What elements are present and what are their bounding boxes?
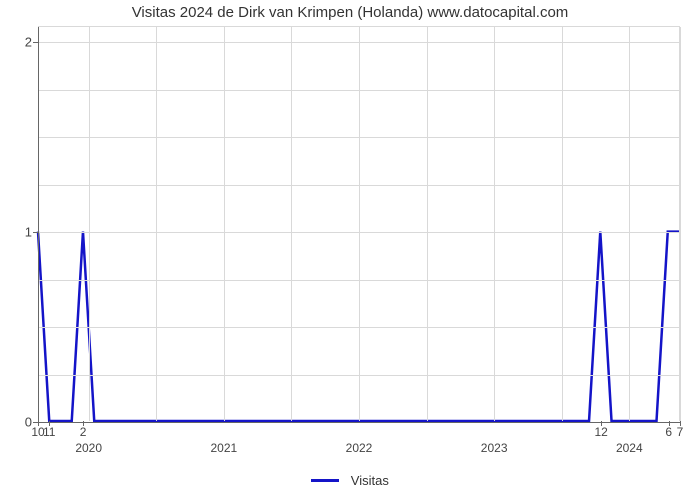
x-tick-year: 2024 — [616, 441, 643, 455]
gridline-v — [291, 27, 292, 421]
legend: Visitas — [0, 472, 700, 488]
x-tick-mark — [49, 421, 50, 426]
y-tick-label: 1 — [25, 225, 32, 240]
x-tick-mark — [680, 421, 681, 426]
x-tick-year: 2021 — [210, 441, 237, 455]
x-tick-month: 7 — [677, 425, 684, 439]
plot-area: 01220202021202220232024101121267 — [38, 26, 680, 421]
y-axis-line — [38, 27, 39, 422]
gridline-v — [562, 27, 563, 421]
x-tick-mark — [83, 421, 84, 426]
x-axis-line — [38, 422, 680, 423]
x-tick-mark — [669, 421, 670, 426]
legend-label: Visitas — [351, 473, 389, 488]
x-tick-year: 2020 — [75, 441, 102, 455]
y-tick-mark — [33, 42, 38, 43]
chart-title: Visitas 2024 de Dirk van Krimpen (Holand… — [0, 4, 700, 21]
x-tick-month: 6 — [665, 425, 672, 439]
gridline-v — [224, 27, 225, 421]
x-tick-month: 12 — [594, 425, 607, 439]
x-tick-year: 2022 — [346, 441, 373, 455]
gridline-v — [629, 27, 630, 421]
gridline-v — [89, 27, 90, 421]
x-tick-month: 2 — [80, 425, 87, 439]
y-tick-mark — [33, 232, 38, 233]
x-tick-month: 11 — [43, 425, 55, 439]
y-tick-label: 2 — [25, 35, 32, 50]
gridline-v — [156, 27, 157, 421]
x-tick-mark — [38, 421, 39, 426]
gridline-v — [680, 27, 681, 421]
gridline-v — [359, 27, 360, 421]
x-tick-mark — [601, 421, 602, 426]
x-tick-year: 2023 — [481, 441, 508, 455]
gridline-v — [494, 27, 495, 421]
gridline-v — [427, 27, 428, 421]
legend-swatch — [311, 479, 339, 482]
